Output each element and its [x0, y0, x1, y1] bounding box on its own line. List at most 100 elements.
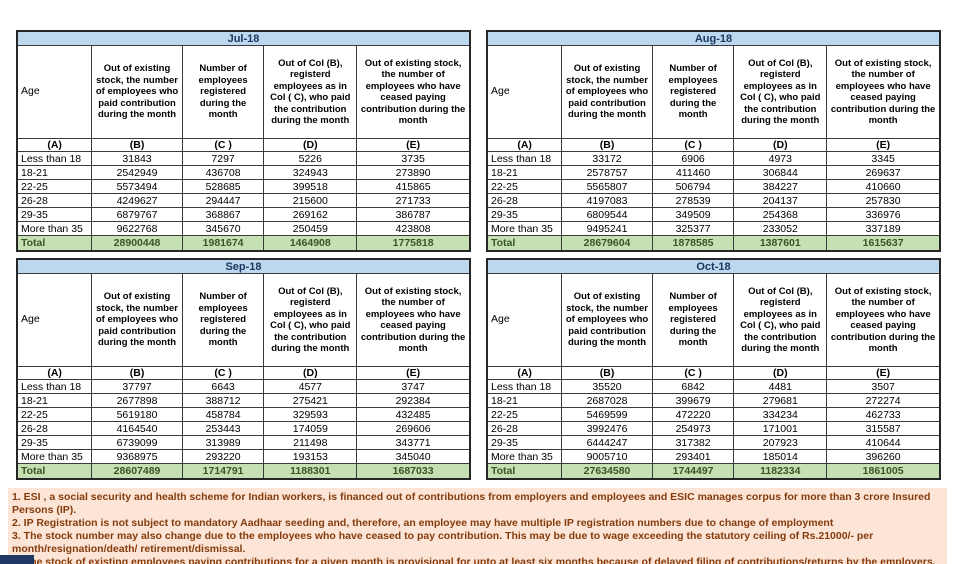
age-cell: 18-21 [486, 393, 563, 408]
value-cell: 343771 [356, 435, 471, 450]
value-cell: 386787 [356, 207, 471, 222]
value-cell: 1615637 [826, 235, 941, 252]
letter-c: (C ) [651, 366, 735, 380]
sheet-corner-box [0, 555, 34, 564]
value-cell: 3345 [826, 151, 941, 166]
value-cell: 1188301 [263, 463, 358, 480]
value-cell: 9622768 [91, 221, 183, 236]
table-row: 26-28 3992476 254973 171001 315587 [486, 421, 941, 436]
value-cell: 2687028 [561, 393, 653, 408]
data-table: Aug-18 Age Out of existing stock, the nu… [486, 30, 941, 252]
table-row: 18-21 2542949 436708 324943 273890 [16, 165, 471, 180]
value-cell: 193153 [263, 449, 358, 464]
value-cell: 273890 [356, 165, 471, 180]
footnotes-block: 1. ESI , a social security and health sc… [8, 488, 947, 564]
month-table-oct-18: Oct-18 Age Out of existing stock, the nu… [486, 258, 941, 480]
letter-a: (A) [486, 366, 563, 380]
age-cell: 26-28 [486, 421, 563, 436]
value-cell: 253443 [181, 421, 265, 436]
col-d-header: Out of Col (B), registerd employees as i… [263, 45, 358, 139]
value-cell: 432485 [356, 407, 471, 422]
value-cell: 5226 [263, 151, 358, 166]
value-cell: 5619180 [91, 407, 183, 422]
table-row: 29-35 6739099 313989 211498 343771 [16, 435, 471, 450]
age-cell: 22-25 [16, 407, 93, 422]
value-cell: 207923 [733, 435, 828, 450]
col-e-header: Out of existing stock, the number of emp… [826, 273, 941, 367]
table-row: 18-21 2677898 388712 275421 292384 [16, 393, 471, 408]
age-cell: 22-25 [16, 179, 93, 194]
value-cell: 185014 [733, 449, 828, 464]
value-cell: 7297 [181, 151, 265, 166]
month-table-aug-18: Aug-18 Age Out of existing stock, the nu… [486, 30, 941, 252]
table-row: More than 35 9005710 293401 185014 396260 [486, 449, 941, 464]
value-cell: 28679604 [561, 235, 653, 252]
value-cell: 3735 [356, 151, 471, 166]
value-cell: 2542949 [91, 165, 183, 180]
value-cell: 506794 [651, 179, 735, 194]
letter-d: (D) [263, 138, 358, 152]
age-cell: 29-35 [16, 435, 93, 450]
age-cell: 26-28 [486, 193, 563, 208]
letter-b: (B) [561, 138, 653, 152]
value-cell: 315587 [826, 421, 941, 436]
value-cell: 4164540 [91, 421, 183, 436]
value-cell: 294447 [181, 193, 265, 208]
value-cell: 411460 [651, 165, 735, 180]
value-cell: 436708 [181, 165, 265, 180]
value-cell: 4973 [733, 151, 828, 166]
value-cell: 272274 [826, 393, 941, 408]
value-cell: 336976 [826, 207, 941, 222]
col-d-header: Out of Col (B), registerd employees as i… [263, 273, 358, 367]
age-cell: 22-25 [486, 179, 563, 194]
value-cell: 254973 [651, 421, 735, 436]
age-column-header: Age [16, 273, 93, 367]
table-row: 18-21 2687028 399679 279681 272274 [486, 393, 941, 408]
value-cell: 278539 [651, 193, 735, 208]
col-b-header: Out of existing stock, the number of emp… [91, 45, 183, 139]
col-d-header: Out of Col (B), registerd employees as i… [733, 273, 828, 367]
value-cell: 2677898 [91, 393, 183, 408]
age-cell: More than 35 [486, 449, 563, 464]
footnote-2: 2. IP Registration is not subject to man… [12, 517, 834, 529]
letter-d: (D) [733, 138, 828, 152]
table-row: 29-35 6444247 317382 207923 410644 [486, 435, 941, 450]
age-cell: 26-28 [16, 421, 93, 436]
age-cell: Less than 18 [486, 151, 563, 166]
data-table: Jul-18 Age Out of existing stock, the nu… [16, 30, 471, 252]
value-cell: 271733 [356, 193, 471, 208]
age-cell: 18-21 [16, 165, 93, 180]
letter-e: (E) [356, 366, 471, 380]
value-cell: 1981674 [181, 235, 265, 252]
age-cell: More than 35 [16, 449, 93, 464]
value-cell: 269637 [826, 165, 941, 180]
value-cell: 324943 [263, 165, 358, 180]
value-cell: 2578757 [561, 165, 653, 180]
value-cell: 5573494 [91, 179, 183, 194]
age-cell: Less than 18 [16, 379, 93, 394]
value-cell: 211498 [263, 435, 358, 450]
value-cell: 528685 [181, 179, 265, 194]
letter-c: (C ) [181, 366, 265, 380]
value-cell: 4197083 [561, 193, 653, 208]
age-cell: 29-35 [486, 207, 563, 222]
age-cell: Less than 18 [16, 151, 93, 166]
table-row: More than 35 9495241 325377 233052 337189 [486, 221, 941, 236]
letter-a: (A) [16, 138, 93, 152]
value-cell: 368867 [181, 207, 265, 222]
value-cell: 6643 [181, 379, 265, 394]
column-letter-row: (A) (B) (C ) (D) (E) [16, 366, 471, 380]
column-header-row: Age Out of existing stock, the number of… [16, 273, 471, 367]
value-cell: 6739099 [91, 435, 183, 450]
letter-e: (E) [826, 138, 941, 152]
value-cell: 1744497 [651, 463, 735, 480]
value-cell: 458784 [181, 407, 265, 422]
column-header-row: Age Out of existing stock, the number of… [486, 273, 941, 367]
value-cell: 317382 [651, 435, 735, 450]
age-cell: 29-35 [16, 207, 93, 222]
value-cell: 349509 [651, 207, 735, 222]
month-table-sep-18: Sep-18 Age Out of existing stock, the nu… [16, 258, 471, 480]
month-title: Aug-18 [486, 30, 941, 46]
col-d-header: Out of Col (B), registerd employees as i… [733, 45, 828, 139]
value-cell: 292384 [356, 393, 471, 408]
